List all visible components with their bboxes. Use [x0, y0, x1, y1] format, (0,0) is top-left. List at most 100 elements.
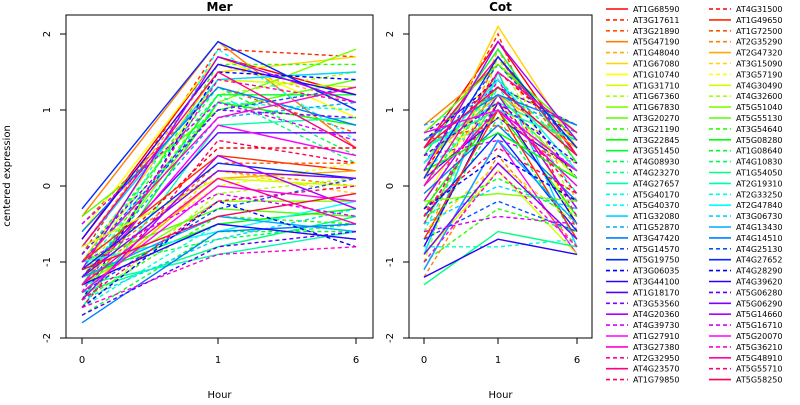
series-line-0-62: [81, 170, 357, 278]
series-line-0-60: [81, 223, 357, 286]
legend-label-37: AT1G72500: [736, 27, 782, 36]
legend-label-15: AT4G23270: [633, 169, 679, 178]
x-tick-label-0-2: 6: [353, 355, 359, 366]
legend-label-25: AT3G44100: [633, 278, 679, 287]
legend-label-3: AT5G47190: [633, 38, 679, 47]
x-axis-label-1: Hour: [488, 390, 513, 400]
legend-label-5: AT1G67080: [633, 60, 679, 69]
series-line-0-26: [81, 132, 356, 278]
series-line-0-49: [81, 223, 357, 271]
legend-label-12: AT3G22845: [633, 136, 679, 145]
legend-label-17: AT5G40170: [633, 190, 679, 199]
legend-label-10: AT3G20270: [633, 114, 679, 123]
legend-label-35: AT4G31500: [736, 5, 782, 14]
legend-label-31: AT3G27380: [633, 343, 679, 352]
series-line-1-46: [423, 208, 578, 263]
legend-label-69: AT5G58250: [736, 376, 782, 385]
legend-label-30: AT1G27910: [633, 332, 679, 341]
legend-label-4: AT1G48040: [633, 49, 679, 58]
legend-label-0: AT1G68590: [633, 5, 679, 14]
series-line-0-1: [81, 48, 357, 255]
legend-label-47: AT5G08280: [736, 136, 782, 145]
legend-label-14: AT4G08930: [633, 158, 679, 167]
legend-label-54: AT3G06730: [736, 212, 782, 221]
legend-label-46: AT3G54640: [736, 125, 782, 134]
series-line-1-67: [423, 70, 578, 187]
plot-frame-1: [408, 14, 593, 339]
series-line-0-59: [81, 200, 357, 309]
panel-title-0: Mer: [207, 0, 233, 14]
legend-label-9: AT1G67830: [633, 103, 679, 112]
legend-label-51: AT2G19310: [736, 179, 782, 188]
legend-label-38: AT2G35290: [736, 38, 782, 47]
series-line-0-65: [81, 185, 357, 293]
x-tick-label-0-1: 1: [215, 355, 221, 366]
legend-label-63: AT5G14660: [736, 310, 782, 319]
legend-label-60: AT4G39620: [736, 278, 782, 287]
legend-label-39: AT2G47320: [736, 49, 782, 58]
legend-label-53: AT2G47840: [736, 201, 782, 210]
series-line-0-57: [81, 177, 357, 293]
series-line-0-24: [81, 71, 357, 301]
series-line-0-27: [81, 109, 357, 255]
legend-label-65: AT5G20070: [736, 332, 782, 341]
series-line-0-67: [81, 177, 357, 286]
series-line-1-59: [423, 154, 578, 210]
series-line-1-52: [424, 238, 578, 248]
series-line-0-69: [81, 192, 357, 271]
series-line-0-25: [81, 63, 357, 240]
x-axis-label-0: Hour: [207, 390, 232, 400]
series-line-1-69: [423, 86, 578, 157]
y-tick-label-0-1: -1: [42, 257, 53, 267]
series-line-0-32: [81, 78, 357, 293]
x-tick-label-1-2: 6: [574, 355, 580, 366]
legend-label-52: AT2G33250: [736, 190, 782, 199]
legend-label-29: AT4G39730: [633, 321, 679, 330]
legend-label-36: AT1G49650: [736, 16, 782, 25]
series-line-1-43: [423, 116, 578, 164]
series-line-1-44: [423, 192, 578, 202]
legend-label-68: AT5G55710: [736, 365, 782, 374]
legend-label-26: AT1G18170: [633, 288, 679, 297]
legend-label-64: AT5G16710: [736, 321, 782, 330]
y-tick-label-0-4: 2: [42, 31, 53, 37]
series-line-0-51: [81, 230, 357, 286]
series-line-1-48: [423, 177, 578, 218]
y-axis-label: centered expression: [2, 125, 13, 227]
y-tick-label-0-3: 1: [42, 107, 53, 113]
y-tick-label-0-2: 0: [42, 183, 53, 189]
legend-label-66: AT5G36210: [736, 343, 782, 352]
legend-label-41: AT3G57190: [736, 70, 782, 79]
series-line-1-60: [423, 238, 578, 278]
legend-label-34: AT1G79850: [633, 376, 679, 385]
series-line-0-28: [81, 55, 357, 270]
legend-label-28: AT4G20360: [633, 310, 679, 319]
series-line-0-54: [81, 208, 357, 301]
legend-label-16: AT4G27657: [633, 179, 679, 188]
series-line-0-58: [81, 162, 357, 271]
legend-label-62: AT5G06290: [736, 299, 782, 308]
series-line-0-18: [81, 48, 357, 293]
legend-label-20: AT1G52870: [633, 223, 679, 232]
legend-label-1: AT3G17611: [633, 16, 679, 25]
series-line-0-30: [81, 124, 357, 286]
legend-label-18: AT5G40370: [633, 201, 679, 210]
series-line-1-65: [423, 109, 578, 172]
x-tick-label-1-1: 1: [495, 355, 501, 366]
legend-label-67: AT5G48910: [736, 354, 782, 363]
y-tick-label-1-2: 0: [385, 183, 396, 189]
legend-label-6: AT1G10740: [633, 70, 679, 79]
legend-label-57: AT4G25130: [736, 245, 782, 254]
legend-label-59: AT4G28290: [736, 267, 782, 276]
legend-label-33: AT4G23570: [633, 365, 679, 374]
series-line-0-33: [81, 71, 357, 248]
series-line-0-20: [81, 101, 357, 278]
series-line-0-40: [81, 170, 357, 301]
legend-label-58: AT4G27652: [736, 256, 782, 265]
legend-label-8: AT1G67360: [633, 92, 679, 101]
legend-label-19: AT1G32080: [633, 212, 679, 221]
series-line-1-21: [423, 124, 578, 202]
legend-label-24: AT3G06035: [633, 267, 679, 276]
